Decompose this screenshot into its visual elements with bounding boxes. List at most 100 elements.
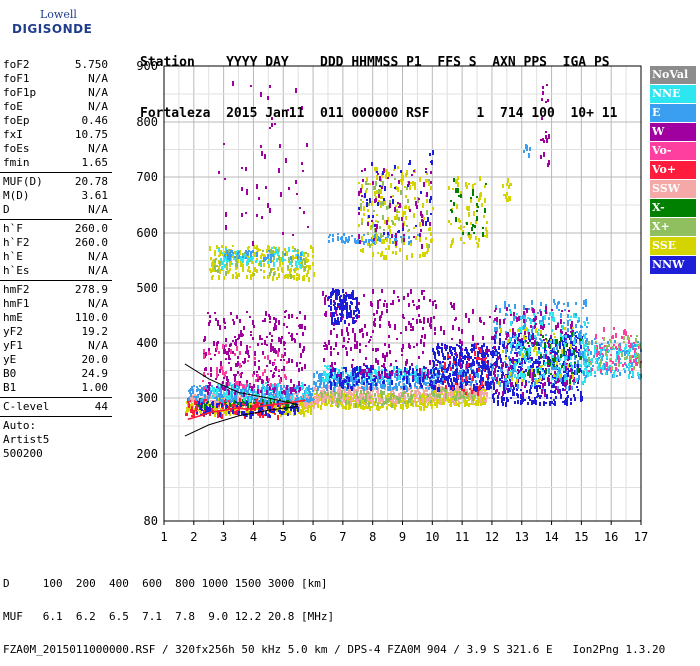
- echo-point: [379, 299, 381, 301]
- echo-point: [270, 348, 272, 352]
- echo-point: [233, 374, 235, 376]
- echo-point: [390, 303, 392, 305]
- echo-point: [200, 405, 202, 410]
- echo-point: [380, 315, 382, 318]
- echo-point: [391, 403, 393, 408]
- echo-point: [482, 402, 484, 405]
- echo-point: [580, 391, 582, 395]
- echo-point: [394, 223, 396, 226]
- echo-point: [345, 305, 347, 307]
- echo-point: [240, 262, 242, 267]
- echo-point: [559, 346, 561, 349]
- echo-point: [393, 366, 395, 371]
- echo-point: [296, 273, 298, 276]
- echo-point: [471, 348, 473, 353]
- echo-point: [483, 369, 485, 371]
- echo-point: [267, 384, 269, 386]
- echo-point: [327, 397, 329, 399]
- echo-point: [413, 227, 415, 229]
- echo-point: [438, 387, 440, 392]
- echo-point: [404, 367, 406, 372]
- echo-point: [372, 348, 374, 351]
- echo-point: [220, 391, 222, 396]
- echo-point: [404, 397, 406, 401]
- echo-point: [283, 390, 285, 393]
- echo-point: [410, 289, 412, 292]
- echo-point: [390, 196, 392, 198]
- echo-point: [430, 320, 432, 323]
- echo-point: [263, 270, 265, 273]
- echo-point: [452, 374, 454, 376]
- echo-point: [340, 314, 342, 316]
- echo-point: [419, 233, 421, 237]
- echo-point: [433, 380, 435, 382]
- echo-point: [218, 171, 220, 174]
- echo-point: [416, 369, 418, 371]
- echo-point: [375, 348, 377, 352]
- echo-point: [423, 317, 425, 322]
- echo-point: [424, 375, 426, 379]
- echo-point: [415, 236, 417, 240]
- echo-point: [196, 405, 198, 410]
- echo-point: [242, 256, 244, 258]
- echo-point: [406, 255, 408, 260]
- echo-point: [422, 223, 424, 226]
- echo-point: [469, 388, 471, 390]
- echo-point: [232, 398, 234, 402]
- echo-point: [281, 267, 283, 272]
- echo-point: [301, 367, 303, 371]
- echo-point: [270, 370, 272, 372]
- echo-point: [351, 235, 353, 237]
- echo-point: [362, 179, 364, 182]
- echo-point: [463, 226, 465, 228]
- echo-point: [362, 248, 364, 253]
- echo-point: [251, 403, 253, 405]
- echo-point: [242, 334, 244, 336]
- echo-point: [375, 239, 377, 244]
- echo-point: [234, 353, 236, 356]
- echo-point: [383, 401, 385, 405]
- echo-point: [352, 319, 354, 324]
- echo-point: [429, 153, 431, 156]
- echo-point: [268, 264, 270, 268]
- echo-point: [292, 255, 294, 260]
- echo-point: [188, 403, 190, 408]
- echo-point: [539, 371, 541, 375]
- echo-point: [281, 411, 283, 415]
- echo-point: [299, 403, 301, 406]
- echo-point: [229, 257, 231, 261]
- echo-point: [345, 380, 347, 382]
- echo-point: [295, 250, 297, 252]
- echo-point: [269, 321, 271, 323]
- echo-point: [553, 399, 555, 401]
- echo-point: [256, 184, 258, 189]
- echo-point: [479, 398, 481, 403]
- echo-point: [375, 358, 377, 363]
- echo-point: [445, 393, 447, 397]
- echo-point: [430, 161, 432, 163]
- echo-point: [455, 358, 457, 363]
- echo-point: [215, 378, 217, 380]
- echo-point: [229, 344, 231, 347]
- echo-point: [322, 378, 324, 382]
- echo-point: [433, 393, 435, 397]
- echo-point: [302, 276, 304, 281]
- echo-point: [209, 315, 211, 318]
- echo-point: [342, 306, 344, 308]
- echo-point: [532, 363, 534, 368]
- echo-point: [425, 406, 427, 408]
- echo-point: [429, 299, 431, 302]
- echo-point: [453, 361, 455, 364]
- echo-point: [363, 241, 365, 245]
- echo-point: [356, 341, 358, 344]
- echo-point: [517, 394, 519, 398]
- echo-point: [301, 382, 303, 384]
- echo-point: [270, 383, 272, 387]
- echo-point: [303, 258, 305, 260]
- echo-point: [219, 369, 221, 373]
- echo-point: [284, 352, 286, 356]
- echo-point: [457, 182, 459, 187]
- echo-point: [346, 239, 348, 242]
- echo-point: [332, 367, 334, 372]
- echo-point: [406, 405, 408, 409]
